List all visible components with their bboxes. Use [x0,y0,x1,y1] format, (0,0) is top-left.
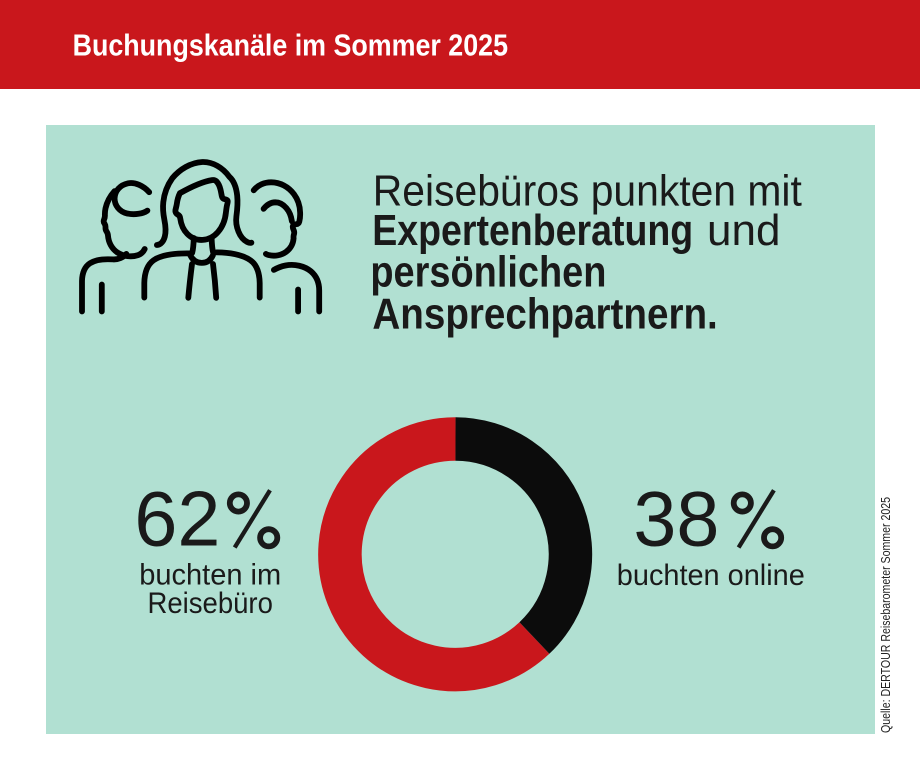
svg-text:Reisebüros punkten mit: Reisebüros punkten mit [373,167,802,216]
svg-text:Buchungskanäle im Sommer 2025: Buchungskanäle im Sommer 2025 [73,29,508,63]
svg-text:38: 38 [633,475,719,563]
svg-text:Quelle: DERTOUR Reisebarometer: Quelle: DERTOUR Reisebarometer Sommer 20… [878,497,893,733]
svg-text:Expertenberatung: Expertenberatung [372,206,693,255]
svg-text:Ansprechpartnern.: Ansprechpartnern. [372,290,717,339]
svg-text:persönlichen: persönlichen [370,247,606,296]
svg-text:und: und [707,206,780,255]
svg-text:buchten im: buchten im [139,558,281,591]
svg-text:buchten online: buchten online [617,559,805,592]
svg-text:Reisebüro: Reisebüro [148,587,273,620]
svg-text:62: 62 [134,475,220,563]
